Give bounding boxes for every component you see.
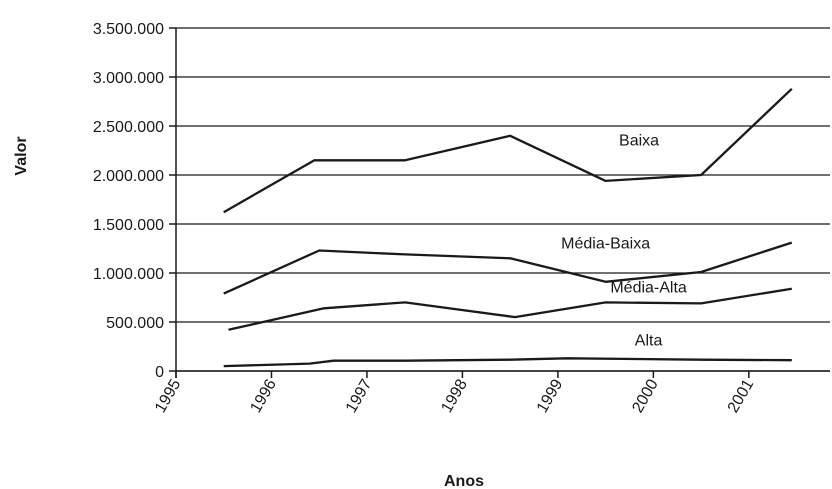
y-axis-title: Valor xyxy=(13,136,30,175)
y-tick-label: 1.000.000 xyxy=(93,266,164,283)
series-labels: Baixa Média-Baixa Média-Alta Alta xyxy=(561,133,687,350)
series-lines xyxy=(223,87,793,368)
y-tick-label: 1.500.000 xyxy=(93,217,164,234)
x-tick-label: 1998 xyxy=(438,376,471,415)
gridlines xyxy=(176,27,830,372)
series-label: Média-Baixa xyxy=(561,236,650,253)
y-tick-label: 3.500.000 xyxy=(93,21,164,38)
x-tick-label: 1996 xyxy=(247,376,280,415)
series-line-baixa xyxy=(223,87,793,214)
x-tick-label: 2000 xyxy=(629,376,662,415)
series-label: Média-Alta xyxy=(610,280,687,297)
x-tick-label: 2001 xyxy=(725,376,758,415)
y-tick-label: 3.000.000 xyxy=(93,70,164,87)
series-line-média-baixa xyxy=(223,241,793,295)
y-tick-label: 2.500.000 xyxy=(93,119,164,136)
x-tick-label: 1995 xyxy=(152,376,185,415)
x-tick-label: 1997 xyxy=(343,376,376,415)
series-label: Baixa xyxy=(619,133,659,150)
tick-labels: 0 500.000 1.000.000 1.500.000 2.000.000 2.500… xyxy=(93,21,758,416)
y-tick-label: 0 xyxy=(155,364,164,381)
x-axis-title: Anos xyxy=(444,473,484,489)
series-line-alta xyxy=(223,357,792,368)
x-tick-label: 1999 xyxy=(534,376,567,415)
y-tick-label: 2.000.000 xyxy=(93,168,164,185)
series-line-média-alta xyxy=(228,287,792,331)
y-tick-label: 500.000 xyxy=(106,315,164,332)
series-label: Alta xyxy=(635,333,663,350)
axes xyxy=(169,27,830,378)
